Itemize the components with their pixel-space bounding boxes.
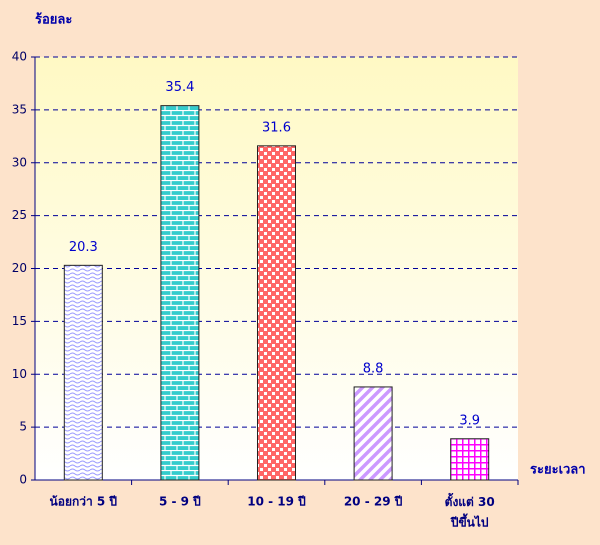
y-tick-label: 15 xyxy=(12,314,27,328)
y-tick-label: 20 xyxy=(12,261,27,275)
x-tick-label: ตั้งแต่ 30 ปีขึ้นไป xyxy=(445,492,495,529)
bar xyxy=(160,105,200,481)
x-tick-label: 5 - 9 ปี xyxy=(159,495,201,509)
bar xyxy=(450,438,490,481)
y-tick-label: 0 xyxy=(19,473,27,487)
y-tick-label: 5 xyxy=(19,420,27,434)
bar xyxy=(63,264,103,481)
value-label: 8.8 xyxy=(363,361,384,376)
y-tick-label: 35 xyxy=(12,102,27,116)
y-tick-label: 10 xyxy=(12,367,27,381)
y-tick-label: 40 xyxy=(12,50,27,64)
value-label: 3.9 xyxy=(459,413,480,428)
bar xyxy=(353,386,393,481)
value-label: 35.4 xyxy=(165,80,194,95)
bar xyxy=(257,145,296,481)
value-label: 20.3 xyxy=(69,240,98,255)
x-tick-label: 20 - 29 ปี xyxy=(344,495,403,509)
value-label: 31.6 xyxy=(262,120,291,135)
x-axis-title: ระยะเวลา xyxy=(530,463,586,478)
x-tick-label: น้อยกว่า 5 ปี xyxy=(50,495,118,509)
y-axis-title: ร้อยละ xyxy=(35,12,72,28)
x-tick-label: 10 - 19 ปี xyxy=(247,495,306,509)
y-tick-label: 30 xyxy=(12,155,27,169)
y-tick-label: 25 xyxy=(12,208,27,222)
